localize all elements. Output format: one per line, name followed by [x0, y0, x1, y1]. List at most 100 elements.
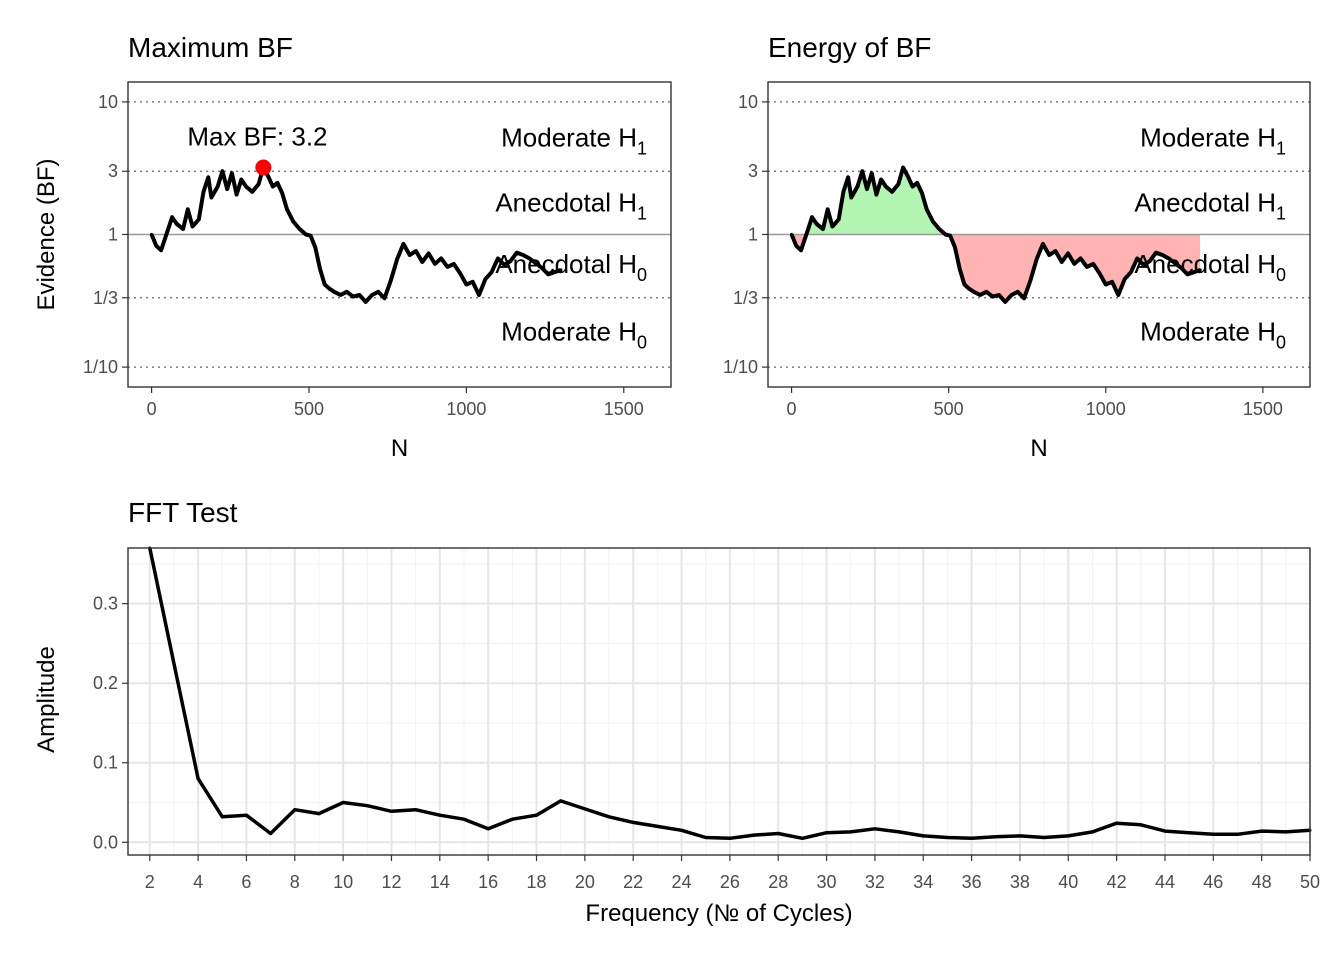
x-tick-label: 500	[934, 399, 964, 419]
fft-point	[486, 827, 490, 831]
fft-point	[389, 809, 393, 813]
region-label-sub: 1	[637, 203, 647, 223]
fft-point	[945, 836, 949, 840]
region-label-main: Moderate H	[1140, 317, 1276, 347]
x-tick-label: 18	[526, 872, 546, 892]
bf-point	[216, 184, 220, 189]
bf-point	[1192, 270, 1196, 274]
bf-point	[830, 224, 835, 229]
bf-point	[896, 182, 900, 186]
bf-point	[285, 207, 289, 211]
bf-point	[1035, 257, 1039, 261]
bf-point	[789, 232, 794, 237]
fft-point	[196, 777, 200, 781]
fft-point	[1090, 830, 1094, 834]
bf-point	[445, 265, 450, 269]
y-axis-label: Evidence (BF)	[33, 158, 60, 310]
bf-point	[1066, 251, 1070, 256]
bf-point	[297, 227, 302, 231]
region-label-sub: 1	[1276, 138, 1286, 158]
fft-point	[897, 830, 901, 834]
x-tick-label: 26	[720, 872, 740, 892]
bf-point	[1198, 268, 1202, 272]
bf-point	[1135, 256, 1139, 261]
bf-point	[515, 251, 519, 255]
bf-point	[401, 242, 406, 246]
fft-point	[172, 661, 176, 665]
bf-point	[458, 271, 462, 275]
bf-point	[552, 270, 557, 274]
bf-point	[931, 220, 935, 224]
fft-point	[438, 813, 442, 817]
bf-point	[1179, 266, 1183, 270]
x-tick-label: 8	[290, 872, 300, 892]
bf-point	[546, 272, 550, 277]
fft-point	[704, 836, 708, 840]
fft-point	[341, 801, 345, 805]
bf-point	[860, 169, 864, 173]
fft-point	[776, 832, 780, 836]
fft-point	[1260, 829, 1264, 833]
region-label-main: Moderate H	[501, 122, 637, 152]
bf-point	[318, 267, 322, 271]
bf-point	[313, 245, 317, 249]
fft-point	[583, 807, 587, 811]
bf-point	[997, 293, 1001, 297]
bf-point	[1097, 271, 1102, 275]
bf-point	[165, 230, 169, 234]
bf-point	[427, 251, 431, 256]
x-tick-label: 48	[1252, 872, 1272, 892]
fft-point	[317, 812, 321, 816]
bf-point	[1079, 256, 1083, 261]
bf-point	[794, 244, 798, 248]
y-tick-label: 1	[108, 225, 118, 245]
fft-point	[607, 815, 611, 819]
x-tick-label: 46	[1203, 872, 1223, 892]
bf-point	[439, 256, 443, 261]
bf-point	[308, 234, 313, 238]
y-tick-label: 0.2	[93, 673, 118, 693]
y-tick-label: 3	[108, 161, 118, 181]
bf-point	[890, 190, 894, 194]
bf-point	[1123, 277, 1127, 281]
bf-point	[389, 278, 393, 283]
bf-point	[879, 177, 883, 182]
region-label-main: Moderate H	[501, 317, 637, 347]
bf-point	[1022, 296, 1026, 300]
region-label-main: Moderate H	[1140, 122, 1276, 152]
bf-point	[266, 174, 270, 178]
x-tick-label: 36	[962, 872, 982, 892]
bf-point	[962, 282, 966, 287]
area-above-1	[791, 167, 946, 235]
bf-point	[190, 224, 195, 229]
fft-point	[873, 827, 877, 831]
bf-point	[906, 174, 910, 178]
chart-title: Maximum BF	[128, 32, 293, 63]
bf-point	[489, 270, 494, 274]
bf-point	[937, 227, 941, 231]
bf-point	[304, 232, 308, 237]
bf-point	[865, 187, 869, 191]
bf-point	[508, 259, 513, 263]
bf-point	[559, 268, 563, 272]
fft-point	[1163, 829, 1167, 833]
region-label-0: Moderate H1	[1140, 122, 1286, 158]
region-label-sub: 0	[637, 333, 647, 353]
x-tick-label: 20	[575, 872, 595, 892]
x-tick-label: 44	[1155, 872, 1175, 892]
fft-point	[510, 817, 514, 821]
x-tick-label: 42	[1107, 872, 1127, 892]
fft-point	[293, 808, 297, 812]
fft-point	[631, 820, 635, 824]
bf-point	[275, 181, 280, 185]
x-tick-label: 22	[623, 872, 643, 892]
x-tick-label: 12	[381, 872, 401, 892]
fft-point	[921, 834, 925, 838]
bf-point	[810, 215, 814, 219]
area-below-1	[791, 234, 1201, 302]
bf-point	[1173, 261, 1177, 265]
bf-point	[1003, 300, 1007, 304]
x-tick-label: 1000	[446, 399, 486, 419]
